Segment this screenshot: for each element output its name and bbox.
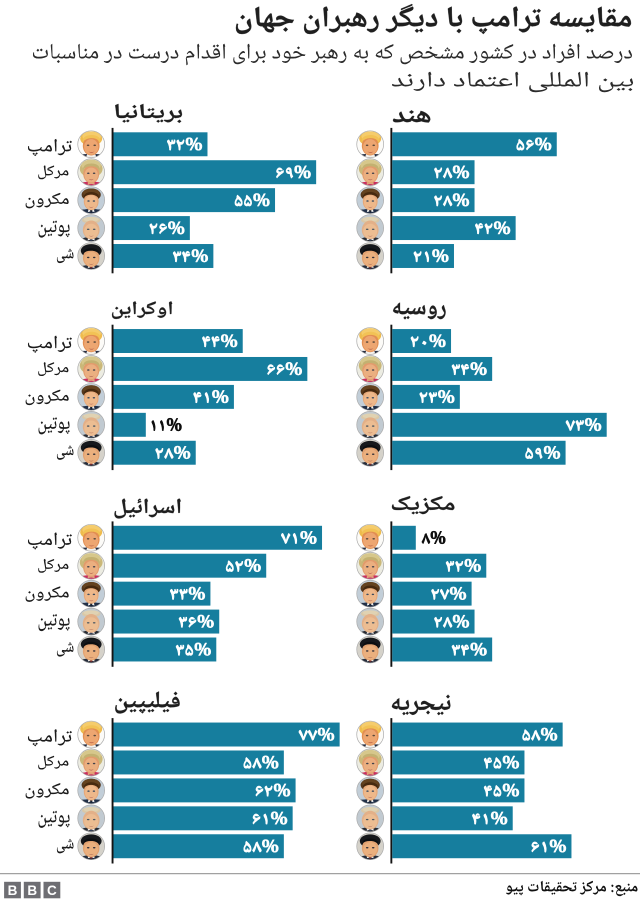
svg-text:C: C	[47, 883, 57, 898]
svg-text:B: B	[8, 883, 18, 898]
svg-text:B: B	[27, 883, 37, 898]
